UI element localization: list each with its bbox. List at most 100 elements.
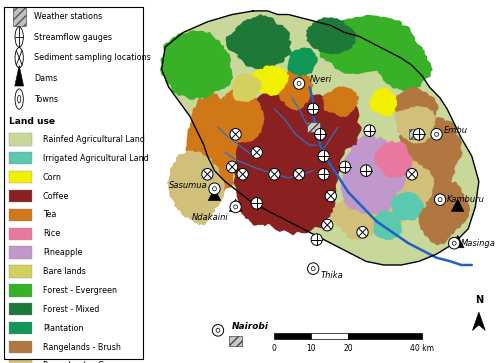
Circle shape — [230, 201, 241, 213]
Polygon shape — [452, 199, 464, 212]
Circle shape — [311, 266, 315, 271]
Bar — [9, 228, 32, 240]
Bar — [9, 341, 32, 353]
Text: N: N — [475, 295, 483, 305]
Text: Forest - Evergreen: Forest - Evergreen — [43, 286, 117, 295]
Polygon shape — [418, 180, 470, 245]
Text: Corn: Corn — [43, 173, 62, 182]
Circle shape — [294, 78, 304, 89]
Text: Thika: Thika — [320, 272, 343, 280]
Polygon shape — [393, 86, 438, 134]
Text: Ndakaini: Ndakaini — [192, 213, 228, 222]
Polygon shape — [330, 194, 386, 240]
Polygon shape — [278, 70, 314, 111]
Text: 0: 0 — [272, 344, 277, 353]
Circle shape — [212, 325, 224, 336]
Text: Land use: Land use — [9, 117, 55, 126]
Circle shape — [251, 197, 262, 209]
Bar — [9, 284, 32, 297]
Text: Plantation: Plantation — [43, 324, 84, 333]
Circle shape — [406, 168, 417, 180]
Bar — [307, 122, 320, 132]
Circle shape — [357, 227, 368, 238]
Text: Sediment sampling locations: Sediment sampling locations — [34, 53, 150, 62]
Text: 20: 20 — [344, 344, 353, 353]
Polygon shape — [306, 17, 356, 55]
Polygon shape — [318, 15, 417, 74]
Polygon shape — [398, 110, 462, 194]
Polygon shape — [226, 14, 292, 69]
Polygon shape — [251, 65, 289, 96]
Text: Rice: Rice — [43, 229, 60, 238]
Text: Rangelands - Grasses: Rangelands - Grasses — [43, 362, 130, 363]
Circle shape — [314, 129, 326, 140]
Bar — [9, 152, 32, 164]
Text: 40 km: 40 km — [410, 344, 434, 353]
Circle shape — [438, 197, 442, 202]
Circle shape — [269, 168, 280, 180]
Polygon shape — [212, 89, 264, 143]
Bar — [9, 265, 32, 278]
Text: Bare lands: Bare lands — [43, 267, 86, 276]
Polygon shape — [230, 199, 242, 212]
Circle shape — [202, 168, 213, 180]
Circle shape — [340, 161, 350, 173]
Circle shape — [308, 103, 319, 115]
Polygon shape — [369, 87, 397, 117]
Circle shape — [15, 48, 24, 68]
Polygon shape — [162, 11, 479, 265]
Polygon shape — [186, 93, 238, 196]
Polygon shape — [358, 152, 434, 224]
Text: Forest - Mixed: Forest - Mixed — [43, 305, 99, 314]
Text: Irrigated Agricultural Land: Irrigated Agricultural Land — [43, 154, 148, 163]
Text: Weather stations: Weather stations — [34, 12, 102, 21]
Bar — [312, 333, 348, 339]
Circle shape — [294, 168, 304, 180]
Circle shape — [234, 205, 237, 209]
Polygon shape — [472, 312, 485, 330]
Circle shape — [251, 147, 262, 158]
Bar — [9, 246, 32, 259]
Circle shape — [318, 150, 330, 162]
Circle shape — [209, 183, 220, 195]
Text: Sasumua: Sasumua — [169, 181, 207, 189]
Circle shape — [212, 187, 216, 191]
Polygon shape — [275, 94, 362, 168]
Bar — [9, 133, 32, 146]
Polygon shape — [236, 169, 298, 227]
Polygon shape — [374, 210, 402, 240]
Text: Dams: Dams — [34, 74, 57, 83]
Polygon shape — [231, 83, 345, 236]
Circle shape — [452, 241, 456, 245]
Text: Embu: Embu — [444, 126, 468, 135]
Polygon shape — [167, 150, 225, 225]
Polygon shape — [340, 134, 407, 215]
Polygon shape — [394, 106, 436, 143]
Circle shape — [216, 328, 220, 333]
Circle shape — [15, 89, 24, 109]
Circle shape — [434, 194, 446, 205]
Circle shape — [318, 168, 330, 180]
Circle shape — [434, 132, 438, 136]
Bar — [13, 7, 26, 26]
Text: Nairobi: Nairobi — [232, 322, 269, 331]
Circle shape — [360, 165, 372, 176]
Text: Nyeri: Nyeri — [310, 76, 332, 84]
Circle shape — [322, 219, 333, 231]
Bar — [348, 333, 422, 339]
Polygon shape — [452, 235, 464, 248]
Text: Streamflow gauges: Streamflow gauges — [34, 33, 112, 41]
Bar — [9, 171, 32, 183]
Bar — [9, 303, 32, 315]
Polygon shape — [208, 188, 221, 201]
Polygon shape — [322, 86, 359, 117]
Text: Tea: Tea — [43, 211, 56, 219]
Polygon shape — [374, 141, 413, 178]
Circle shape — [15, 27, 24, 47]
Bar — [9, 322, 32, 334]
Polygon shape — [232, 73, 262, 102]
Circle shape — [226, 161, 237, 173]
Circle shape — [237, 168, 248, 180]
Circle shape — [18, 95, 20, 103]
Text: Rangelands - Brush: Rangelands - Brush — [43, 343, 120, 351]
